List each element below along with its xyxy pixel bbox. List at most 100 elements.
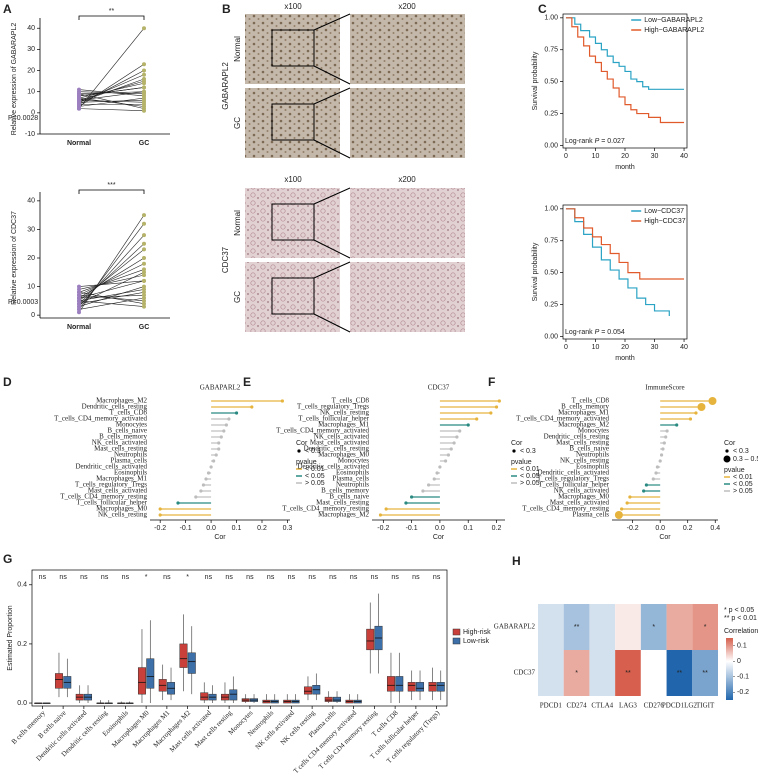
- x-tick-label: 20: [621, 344, 629, 351]
- magnification: x200: [398, 2, 416, 11]
- category-label: Dendritic_cells_activated: [537, 469, 609, 477]
- heatmap-cell: [666, 604, 693, 650]
- y-tick-label: 0.25: [544, 301, 558, 308]
- lollipop-dot: [214, 453, 218, 457]
- point: [142, 72, 146, 77]
- category-label: T_cells_follicular_helper: [76, 499, 147, 507]
- point: [142, 62, 146, 67]
- heatmap-cell: [538, 650, 564, 696]
- significance: ns: [412, 574, 420, 581]
- legend-title: pvalue: [511, 459, 532, 466]
- point: [142, 267, 146, 272]
- y-tick-label: 0.75: [544, 47, 558, 54]
- category-label: Monocytes: [338, 457, 369, 465]
- lollipop-dot: [209, 465, 213, 469]
- tissue-label: GC: [233, 291, 242, 303]
- lollipop-dot: [384, 507, 388, 511]
- box: [436, 682, 445, 692]
- lollipop-dot: [688, 417, 693, 421]
- x-tick-label: 0.0: [206, 525, 216, 532]
- tissue-label: Normal: [233, 36, 242, 62]
- legend-dot: [512, 449, 516, 453]
- pair-line: [78, 272, 145, 304]
- box: [200, 692, 209, 701]
- y-tick-label: 10: [27, 283, 35, 290]
- pair-line: [78, 87, 145, 97]
- lollipop-dot: [658, 459, 662, 463]
- lollipop-dot: [204, 477, 208, 481]
- colorbar: [726, 638, 733, 700]
- point: [142, 256, 146, 260]
- category-label: NK_cells_activated: [314, 433, 370, 441]
- point: [142, 261, 146, 266]
- x-tick-label: Normal: [67, 140, 91, 147]
- category-label: Neutrophils: [336, 481, 369, 489]
- colorbar-tick-label: -0.1: [737, 674, 749, 681]
- point: [77, 296, 81, 300]
- legend-label: < 0.3: [520, 448, 536, 455]
- y-tick-label: 0.00: [544, 333, 558, 340]
- legend-label: > 0.05: [733, 488, 753, 495]
- y-tick-label: 40: [27, 198, 35, 205]
- category-label: B_cells_naive: [569, 445, 609, 453]
- cell-label: **: [574, 624, 580, 631]
- point: [77, 304, 81, 309]
- x-axis-label: Cor: [214, 534, 226, 541]
- point: [142, 290, 146, 295]
- category-label: Macrophages_M1: [96, 475, 147, 483]
- y-tick-label: 20: [27, 67, 35, 74]
- point: [142, 233, 146, 238]
- x-tick-label: -0.1: [406, 525, 418, 532]
- x-tick-label: GC: [139, 324, 150, 331]
- magnification: x100: [284, 2, 302, 11]
- x-tick-label: 0.4: [710, 525, 720, 532]
- lollipop-dot: [234, 411, 239, 415]
- category-label: Mast_cells_activated: [550, 499, 610, 507]
- y-tick-label: 30: [27, 226, 35, 233]
- significance-bracket: [78, 15, 145, 20]
- category-label: Dendritic_cells_activated: [297, 463, 369, 471]
- category-label: Macrophages_M2: [558, 421, 609, 429]
- chart-title: GABAPARL2: [200, 384, 241, 392]
- colorbar-tick-label: 0: [737, 658, 741, 665]
- column-label: PDCD1LG2: [662, 702, 698, 710]
- category-label: T_cells_CD8: [572, 397, 610, 405]
- lollipop-dot: [625, 501, 629, 505]
- lollipop-dot: [217, 447, 221, 451]
- lollipop-dot: [219, 435, 223, 439]
- heatmap-cell: [615, 650, 641, 696]
- legend-label: Low−GABARAPL2: [644, 17, 703, 24]
- y-tick-label: 0: [31, 110, 35, 117]
- category-label: Macrophages_M2: [318, 511, 369, 519]
- lollipop-dot: [628, 495, 632, 499]
- significance: ns: [433, 574, 441, 581]
- lollipop-dot: [497, 399, 501, 403]
- legend-title: pvalue: [724, 467, 745, 474]
- x-axis-label: month: [615, 164, 635, 171]
- legend-label: High−CDC37: [644, 218, 686, 225]
- y-tick-label: 40: [27, 25, 35, 32]
- point: [77, 310, 81, 315]
- lollipop-dot: [708, 397, 717, 405]
- significance: **: [109, 8, 115, 15]
- x-tick-label: 40: [680, 344, 688, 351]
- annotation: Log-rank P = 0.054: [565, 329, 625, 336]
- pair-line: [78, 263, 145, 296]
- y-axis-label: Relative expression of CDC37: [11, 211, 18, 305]
- heatmap-cell: [666, 650, 693, 696]
- lollipop-dot: [654, 471, 658, 475]
- lollipop-dot: [494, 405, 499, 409]
- legend-title: Cor: [296, 440, 308, 447]
- point: [142, 284, 146, 289]
- micrograph: [350, 14, 465, 84]
- category-label: Macrophages_M2: [96, 397, 147, 405]
- panel-letter: H: [512, 554, 521, 568]
- x-tick-label: 30: [651, 153, 659, 160]
- cell-label: **: [677, 670, 683, 677]
- panel-letter: B: [222, 2, 231, 16]
- box: [303, 686, 312, 695]
- lollipop-dot: [697, 403, 706, 411]
- plot-frame: [562, 204, 688, 340]
- y-tick-label: 1.00: [544, 15, 558, 22]
